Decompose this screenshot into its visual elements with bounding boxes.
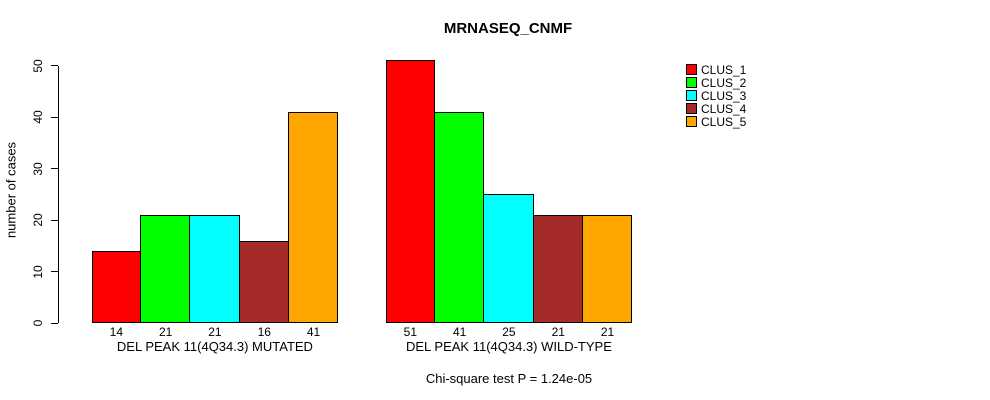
bar-clus_4 <box>532 214 583 323</box>
legend-swatch-clus_1 <box>686 64 697 75</box>
y-axis-line <box>58 65 59 323</box>
legend-label-clus_4: CLUS_4 <box>701 101 747 116</box>
legend-swatch-clus_5 <box>686 116 697 127</box>
y-tick-label: 20 <box>31 213 45 227</box>
bar-clus_1 <box>385 60 435 323</box>
chart-title: MRNASEQ_CNMF <box>443 20 573 37</box>
y-tick-mark <box>51 168 58 169</box>
bar-value-label: 21 <box>158 325 173 339</box>
bar-clus_2 <box>140 214 191 323</box>
bar-clus_1 <box>91 250 141 323</box>
bar-value-label: 41 <box>452 325 467 339</box>
y-tick-mark <box>51 322 58 324</box>
y-tick-mark <box>51 116 58 118</box>
bar-value-label: 51 <box>403 325 418 339</box>
legend-swatch-clus_3 <box>686 90 697 101</box>
y-tick-mark <box>51 65 58 66</box>
y-tick-label: 10 <box>31 264 45 279</box>
y-tick-label: 0 <box>31 319 45 327</box>
bar-value-label: 25 <box>502 325 516 339</box>
bar-clus_5 <box>287 111 339 323</box>
bar-value-label: 21 <box>551 325 565 339</box>
bar-clus_3 <box>189 214 240 323</box>
bar-value-label: 21 <box>600 325 615 339</box>
y-tick-label: 30 <box>31 161 45 176</box>
legend-swatch-clus_2 <box>686 77 697 88</box>
bar-value-label: 14 <box>109 325 124 339</box>
legend-label-clus_5: CLUS_5 <box>701 114 747 129</box>
bar-clus_4 <box>238 240 289 323</box>
bar-value-label: 16 <box>257 325 271 339</box>
group-label: DEL PEAK 11(4Q34.3) WILD-TYPE <box>405 339 612 354</box>
legend-label-clus_1: CLUS_1 <box>701 62 747 77</box>
y-tick-label: 40 <box>31 110 45 124</box>
bar-value-label: 41 <box>306 325 321 339</box>
legend-label-clus_2: CLUS_2 <box>701 75 747 90</box>
legend-swatch-clus_4 <box>686 103 697 114</box>
bar-value-label: 21 <box>208 325 222 339</box>
y-axis-label: number of cases <box>3 141 19 239</box>
chi-square-annotation: Chi-square test P = 1.24e-05 <box>425 371 593 386</box>
y-tick-mark <box>51 219 58 221</box>
group-label: DEL PEAK 11(4Q34.3) MUTATED <box>116 339 313 354</box>
bar-clus_5 <box>581 214 633 323</box>
bar-clus_3 <box>483 194 534 323</box>
y-tick-label: 50 <box>31 58 45 73</box>
legend-label-clus_3: CLUS_3 <box>701 88 747 103</box>
bar-clus_2 <box>434 111 485 323</box>
y-tick-mark <box>51 271 58 272</box>
